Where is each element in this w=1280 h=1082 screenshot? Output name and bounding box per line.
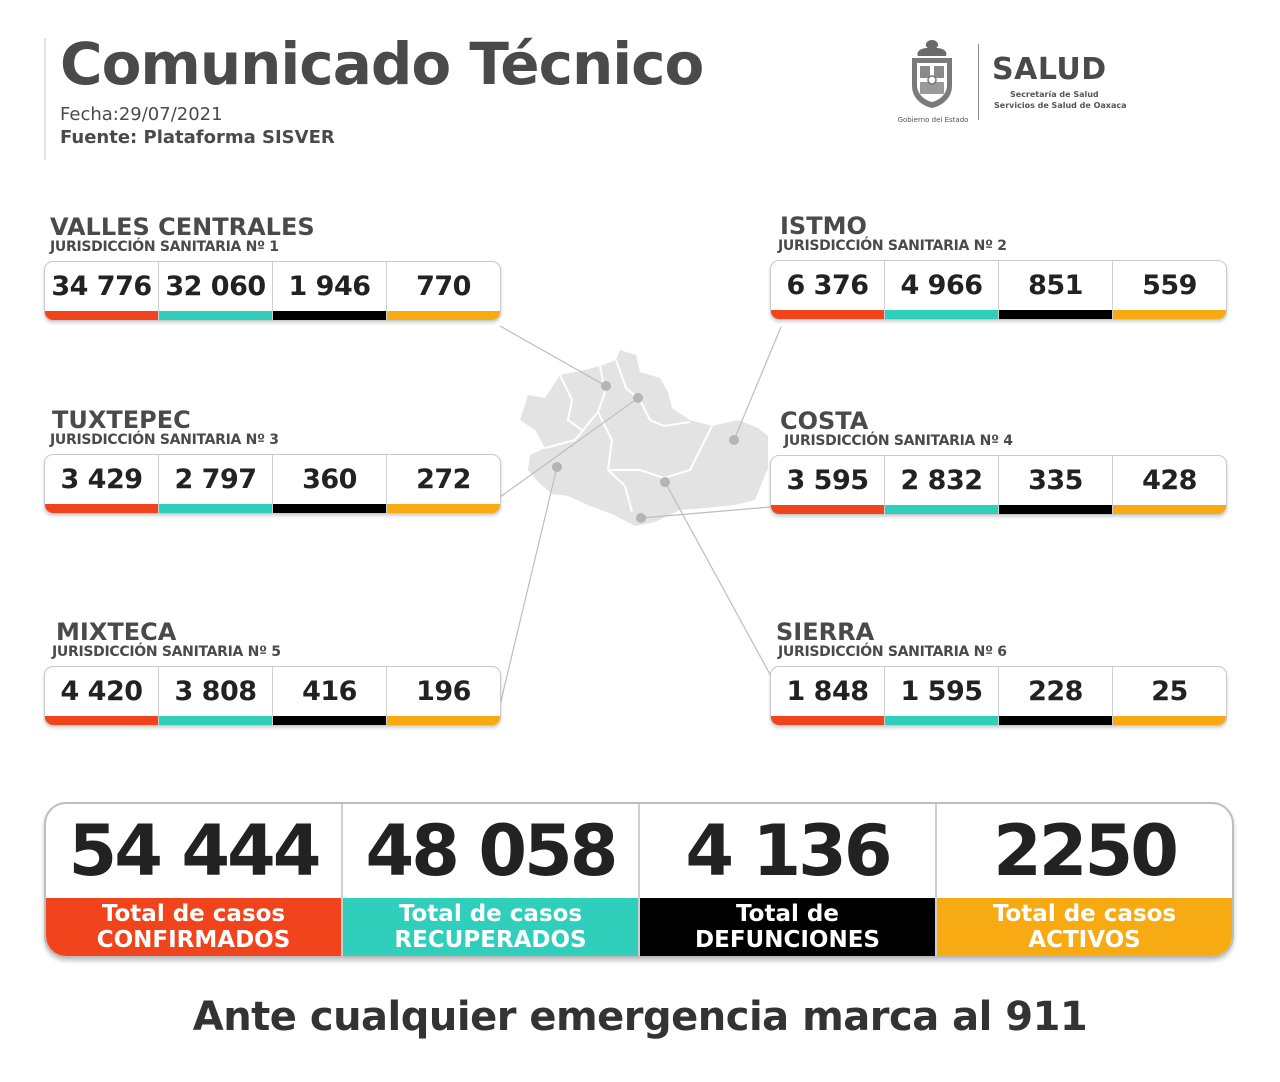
- stat-confirmados: 4 420: [45, 667, 159, 725]
- stat-defunciones: 416: [273, 667, 387, 725]
- region-stats: 1 848 1 595 228 25: [770, 666, 1227, 726]
- leader-lines: [499, 325, 782, 706]
- stat-confirmados: 6 376: [771, 261, 885, 319]
- stat-recuperados: 4 966: [885, 261, 999, 319]
- salud-subtitle-2: Servicios de Salud de Oaxaca: [994, 101, 1127, 110]
- emergency-message: Ante cualquier emergencia marca al 911: [192, 994, 1088, 1040]
- stat-defunciones: 228: [999, 667, 1113, 725]
- total-label: Total de DEFUNCIONES: [640, 898, 935, 956]
- region-name: SIERRA: [776, 618, 875, 646]
- stat-activos: 770: [387, 262, 500, 320]
- region-valles-centrales: VALLES CENTRALES JURISDICCIÓN SANITARIA …: [44, 215, 501, 321]
- stat-confirmados: 1 848: [771, 667, 885, 725]
- stat-defunciones: 851: [999, 261, 1113, 319]
- region-costa: COSTA JURISDICCIÓN SANITARIA Nº 4 3 595 …: [770, 409, 1227, 515]
- region-jurisdiction: JURISDICCIÓN SANITARIA Nº 1: [50, 239, 279, 255]
- stat-confirmados: 3 429: [45, 455, 159, 513]
- region-name: TUXTEPEC: [52, 406, 191, 434]
- total-value: 2250: [993, 810, 1179, 892]
- total-label: Total de casos ACTIVOS: [937, 898, 1232, 956]
- region-stats: 6 376 4 966 851 559: [770, 260, 1227, 320]
- map-markers: [552, 381, 739, 523]
- data-source: Fuente: Plataforma SISVER: [60, 127, 335, 148]
- region-jurisdiction: JURISDICCIÓN SANITARIA Nº 4: [784, 433, 1013, 449]
- region-name: MIXTECA: [56, 618, 177, 646]
- region-stats: 4 420 3 808 416 196: [44, 666, 501, 726]
- total-activos: 2250 Total de casos ACTIVOS: [937, 804, 1232, 956]
- total-label: Total de casos RECUPERADOS: [343, 898, 638, 956]
- stat-confirmados: 3 595: [771, 456, 885, 514]
- stat-recuperados: 2 797: [159, 455, 273, 513]
- region-stats: 3 429 2 797 360 272: [44, 454, 501, 514]
- region-name: ISTMO: [780, 212, 867, 240]
- logo-divider: [978, 44, 979, 120]
- region-jurisdiction: JURISDICCIÓN SANITARIA Nº 2: [778, 238, 1007, 254]
- region-mixteca: MIXTECA JURISDICCIÓN SANITARIA Nº 5 4 42…: [44, 620, 501, 726]
- page-title: Comunicado Técnico: [60, 30, 704, 98]
- salud-subtitle-1: Secretaría de Salud: [1010, 90, 1099, 99]
- region-stats: 34 776 32 060 1 946 770: [44, 261, 501, 321]
- stat-activos: 559: [1113, 261, 1226, 319]
- header-divider: [44, 38, 46, 160]
- stat-recuperados: 3 808: [159, 667, 273, 725]
- total-confirmados: 54 444 Total de casos CONFIRMADOS: [46, 804, 343, 956]
- stat-confirmados: 34 776: [45, 262, 159, 320]
- stat-activos: 25: [1113, 667, 1226, 725]
- stat-activos: 196: [387, 667, 500, 725]
- region-sierra: SIERRA JURISDICCIÓN SANITARIA Nº 6 1 848…: [770, 620, 1227, 726]
- region-tuxtepec: TUXTEPEC JURISDICCIÓN SANITARIA Nº 3 3 4…: [44, 408, 501, 514]
- region-jurisdiction: JURISDICCIÓN SANITARIA Nº 3: [50, 432, 279, 448]
- totals-panel: 54 444 Total de casos CONFIRMADOS 48 058…: [44, 802, 1234, 958]
- region-name: VALLES CENTRALES: [50, 213, 315, 241]
- total-value: 4 136: [685, 810, 892, 892]
- total-value: 54 444: [68, 810, 322, 892]
- seal-caption: Gobierno del Estado: [897, 116, 969, 124]
- state-seal-icon: [912, 40, 952, 108]
- map-shape: [520, 350, 768, 526]
- stat-recuperados: 32 060: [159, 262, 273, 320]
- stat-recuperados: 2 832: [885, 456, 999, 514]
- stat-recuperados: 1 595: [885, 667, 999, 725]
- region-name: COSTA: [780, 407, 869, 435]
- total-defunciones: 4 136 Total de DEFUNCIONES: [640, 804, 937, 956]
- stat-defunciones: 1 946: [273, 262, 387, 320]
- stat-activos: 428: [1113, 456, 1226, 514]
- stat-defunciones: 360: [273, 455, 387, 513]
- region-jurisdiction: JURISDICCIÓN SANITARIA Nº 6: [778, 644, 1007, 660]
- stat-defunciones: 335: [999, 456, 1113, 514]
- total-label: Total de casos CONFIRMADOS: [46, 898, 341, 956]
- total-recuperados: 48 058 Total de casos RECUPERADOS: [343, 804, 640, 956]
- salud-brand: SALUD: [992, 52, 1107, 87]
- region-stats: 3 595 2 832 335 428: [770, 455, 1227, 515]
- stat-activos: 272: [387, 455, 500, 513]
- report-date: Fecha:29/07/2021: [60, 104, 223, 125]
- region-jurisdiction: JURISDICCIÓN SANITARIA Nº 5: [52, 644, 281, 660]
- region-istmo: ISTMO JURISDICCIÓN SANITARIA Nº 2 6 376 …: [770, 214, 1227, 320]
- total-value: 48 058: [365, 810, 619, 892]
- salud-logo: Gobierno del Estado SALUD Secretaría de …: [896, 38, 1127, 130]
